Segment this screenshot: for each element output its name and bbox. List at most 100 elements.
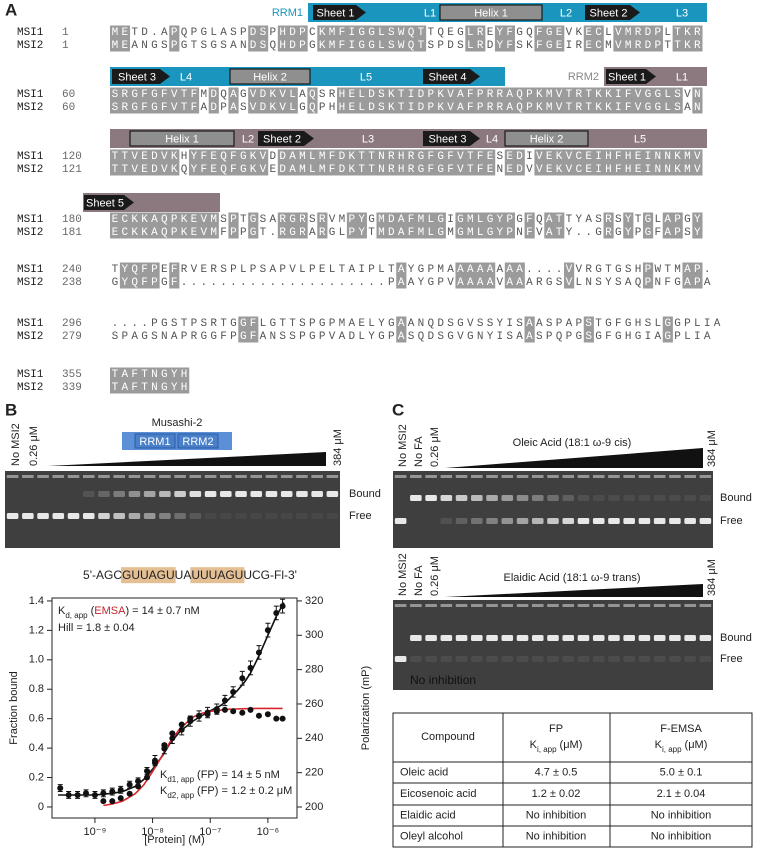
residue: F [615, 151, 622, 163]
identity-shade [682, 38, 693, 52]
identity-shade [129, 162, 140, 176]
residue: R [299, 227, 306, 239]
residue: R [694, 40, 701, 52]
identity-shade [208, 87, 219, 101]
residue: F [506, 40, 513, 52]
residue: D [151, 151, 158, 163]
residue: M [684, 151, 691, 163]
residue: N [664, 151, 671, 163]
residue: P [506, 227, 513, 239]
y2-tick-label: 200 [305, 801, 323, 813]
gel-band [82, 513, 95, 519]
identity-shade [564, 162, 575, 176]
residue: S [151, 331, 158, 343]
identity-shade [159, 100, 170, 114]
y-axis-label: Fraction bound [8, 671, 20, 744]
gel-well [311, 475, 323, 478]
gel-band [577, 656, 590, 662]
residue: A [200, 102, 207, 114]
identity-shade [129, 212, 140, 226]
identity-shade [583, 329, 594, 343]
identity-shade [465, 149, 476, 163]
residue: G [447, 331, 454, 343]
identity-shade [110, 212, 121, 226]
table-cell: No inhibition [526, 809, 587, 821]
gel-band [174, 513, 186, 519]
residue: F [408, 227, 415, 239]
identity-shade [672, 87, 683, 101]
residue: F [467, 89, 474, 101]
identity-shade [564, 262, 575, 276]
residue: A [497, 264, 504, 276]
identity-shade [356, 38, 367, 52]
residue: R [585, 264, 592, 276]
identity-shade [188, 225, 200, 239]
subscript: d2, app [167, 791, 194, 800]
residue: . [309, 277, 316, 289]
residue: E [191, 227, 198, 239]
sequence-name: MSI2 [17, 102, 43, 114]
residue: V [161, 164, 168, 176]
residue: I [645, 331, 652, 343]
residue: V [497, 277, 504, 289]
residue: V [457, 331, 464, 343]
residue: D [289, 40, 296, 52]
gel-band [265, 513, 278, 519]
identity-shade [188, 162, 200, 176]
identity-shade [514, 100, 525, 114]
residue: K [349, 151, 356, 163]
residue: T [585, 102, 592, 114]
y-tick-label: 0.2 [29, 771, 44, 783]
identity-shade [327, 38, 338, 52]
residue: N [477, 331, 484, 343]
residue: N [141, 40, 148, 52]
residue: I [615, 89, 622, 101]
residue: A [546, 214, 553, 226]
residue: R [576, 102, 583, 114]
residue: L [477, 227, 484, 239]
residue: R [536, 277, 543, 289]
identity-shade [317, 25, 328, 39]
residue: S [279, 331, 286, 343]
residue: I [497, 331, 504, 343]
residue: L [358, 89, 365, 101]
residue: A [457, 102, 464, 114]
residue: K [131, 214, 138, 226]
residue: E [200, 264, 207, 276]
identity-shade [642, 262, 654, 276]
residue: G [457, 318, 464, 330]
gel-well [531, 475, 544, 478]
text-part: Hill = 1.8 ± 0.04 [58, 622, 135, 634]
table-frame [392, 712, 753, 848]
residue: Y [358, 214, 365, 226]
residue: F [131, 369, 138, 381]
residue: T [122, 151, 129, 163]
residue: F [131, 382, 138, 394]
identity-shade [119, 380, 131, 394]
gel-band [547, 656, 559, 662]
identity-shade [159, 162, 170, 176]
identity-shade [544, 87, 555, 101]
loop-label: L2 [242, 133, 254, 145]
gel-band [311, 513, 323, 519]
residue: Q [437, 27, 444, 39]
residue: G [289, 227, 296, 239]
residue: V [279, 102, 286, 114]
data-point [178, 721, 185, 728]
gel-band [425, 495, 437, 501]
residue: R [122, 89, 129, 101]
identity-shade [603, 162, 614, 176]
identity-shade [445, 87, 456, 101]
data-point [169, 735, 176, 742]
residue: V [576, 264, 583, 276]
domain-label: RRM2 [568, 71, 599, 83]
residue: G [240, 151, 247, 163]
residue: P [674, 214, 681, 226]
residue: D [339, 164, 346, 176]
loop-label: L4 [486, 133, 498, 145]
identity-shade [455, 275, 466, 289]
identity-shade [139, 212, 150, 226]
residue: . [339, 277, 346, 289]
gel-well [531, 604, 544, 607]
